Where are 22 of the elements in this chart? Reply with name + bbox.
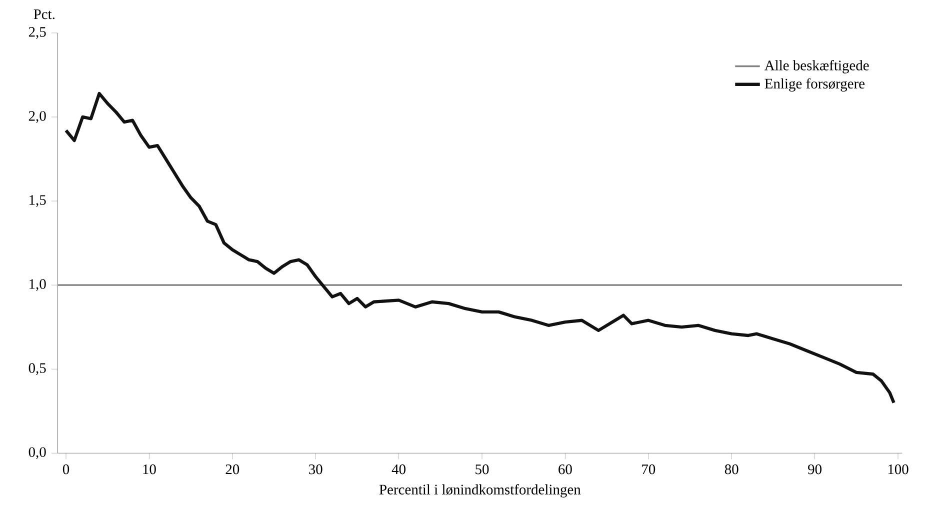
y-tick-label: 2,0 [28, 111, 46, 123]
legend-label: Enlige forsørgere [764, 78, 865, 92]
x-tick-label: 10 [143, 464, 156, 474]
x-tick-label: 40 [392, 464, 406, 474]
line-series [64, 92, 896, 404]
y-tick-label: 1,5 [30, 195, 46, 207]
legend-label: Alle beskæftigede [764, 60, 869, 74]
x-tick-label: 20 [226, 464, 240, 474]
x-tick-label: 90 [808, 464, 822, 474]
y-tick-label: 1,0 [30, 279, 46, 291]
y-tick-label: 0,0 [28, 447, 46, 460]
x-tick-label: 80 [724, 464, 738, 474]
x-tick-label: 70 [642, 464, 656, 474]
x-tick-label: 60 [558, 464, 572, 474]
x-tick-label: 50 [476, 464, 489, 474]
x-axis-title: Percentil i lønindkomstfordelingen [379, 484, 581, 498]
x-tick-label: 30 [309, 464, 322, 474]
x-tick-label: 0 [62, 464, 70, 474]
y-tick-label: 2,5 [28, 27, 46, 39]
y-axis-title: Pct. [34, 9, 54, 20]
y-tick-label: 0,5 [28, 363, 46, 376]
x-tick-label: 100 [888, 464, 908, 474]
